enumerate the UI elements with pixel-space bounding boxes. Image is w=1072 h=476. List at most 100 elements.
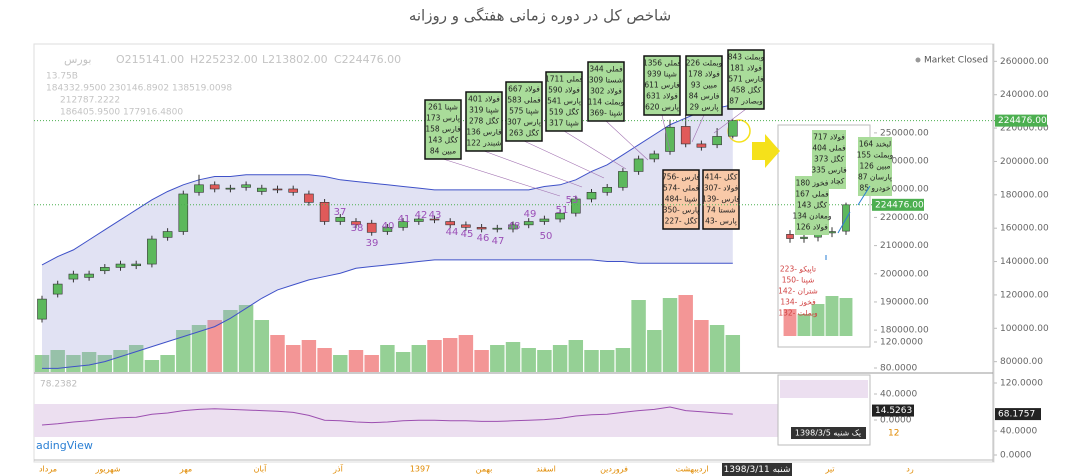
- rsi-tick-label: 40.0000: [1000, 427, 1037, 437]
- annotation-line: فولاد -307: [704, 184, 739, 193]
- volume-bar: [505, 342, 521, 372]
- x-tick-label: آذر: [332, 464, 343, 474]
- annotation-line: فولاد 302: [590, 87, 622, 96]
- annotation-line: شپنا 319: [469, 106, 499, 115]
- y-tick-label: 210000.00: [880, 241, 929, 251]
- connector: [691, 114, 705, 143]
- annotation-line: فولاد 126: [796, 223, 828, 232]
- y-tick-label: 100000.00: [1000, 324, 1049, 334]
- y-tick-label: 160000.00: [1000, 224, 1049, 234]
- candle-body: [461, 224, 471, 228]
- annotation-line: لبخند 164: [859, 140, 891, 149]
- bar-number: 53: [566, 195, 579, 206]
- y-tick-label: 240000.00: [1000, 90, 1049, 100]
- candle-body: [147, 238, 157, 265]
- candle-body: [712, 136, 722, 146]
- y-tick-label: 180000.00: [880, 326, 929, 336]
- annotation-line: ومعادن 134: [792, 212, 831, 221]
- volume-bar: [333, 355, 348, 372]
- annotation-line: فارس 136: [466, 128, 502, 137]
- candle-body: [828, 231, 836, 234]
- annotation-line: مبین 84: [430, 147, 456, 156]
- volume-bar: [128, 345, 144, 372]
- header-value: C224476.00: [334, 53, 401, 66]
- volume-bar: [584, 350, 599, 372]
- candle-body: [727, 120, 738, 137]
- volume-bar: [34, 355, 50, 372]
- x-tick-label: اردیبهشت: [676, 465, 709, 474]
- inset-count: 12: [888, 429, 899, 439]
- candle-body: [800, 236, 808, 239]
- annotation-line: فارس -756: [662, 173, 700, 182]
- annotation-line: فملی 583: [507, 96, 541, 105]
- candle-body: [445, 221, 456, 226]
- last-price-tag: [872, 198, 924, 211]
- candle-body: [319, 202, 330, 222]
- annotation-line: پارس 620: [645, 103, 679, 112]
- annotation-line: کچاد 232: [814, 177, 845, 186]
- annotation-line: شستا 309: [589, 76, 623, 85]
- annotation-line: کگل 458: [731, 86, 762, 95]
- inset-date: 1398/3/5 یک شنبه: [795, 429, 861, 438]
- volume-bar: [348, 350, 364, 372]
- candle-body: [665, 126, 675, 152]
- candle-body: [68, 273, 79, 280]
- candle-body: [429, 218, 440, 221]
- annotation-box: [662, 169, 700, 230]
- watermark: adingView: [36, 439, 93, 452]
- last-price-label: 224476.00: [875, 200, 924, 210]
- inset-date-box: [791, 427, 866, 439]
- status-dot: [915, 57, 921, 63]
- volume-bar: [411, 345, 427, 372]
- annotation-line: فملی -574: [663, 184, 699, 193]
- volume-bar: [458, 335, 474, 372]
- candle-body: [241, 184, 251, 188]
- annotation-line: مبین 126: [860, 162, 891, 171]
- annotation-box: [545, 71, 583, 132]
- annotation-box: [858, 137, 892, 196]
- date-highlight-box: [722, 463, 792, 476]
- bar-number: 37: [334, 207, 347, 218]
- volume-bar: [442, 338, 458, 372]
- annotation-line: کگل 278: [469, 117, 500, 126]
- volume-bar: [270, 335, 285, 372]
- indicator-info: 212787.2222: [60, 96, 120, 106]
- bar-number: 51: [556, 205, 569, 216]
- candle-body: [366, 222, 377, 233]
- annotation-line: کگل 519: [549, 108, 580, 117]
- annotation-line: مبین 93: [691, 81, 717, 90]
- candle-body: [586, 192, 597, 200]
- volume-bar: [678, 295, 693, 372]
- annotation-line: شستا 74: [706, 206, 735, 215]
- volume-bar: [395, 352, 411, 372]
- annotation-line: پارس -350: [663, 206, 700, 215]
- connector: [713, 108, 747, 134]
- candle-body: [100, 267, 110, 272]
- volume-bar: [811, 304, 825, 336]
- annotation-box: [795, 176, 829, 235]
- annotation-line: شتران -142: [778, 287, 818, 296]
- candle-body: [162, 231, 173, 238]
- annotation-line: پارس 307: [507, 118, 541, 127]
- annotation-box: [465, 91, 503, 152]
- y-tick-label: 250000.00: [880, 128, 929, 138]
- volume-bar: [223, 310, 238, 372]
- x-tick-label: مرداد: [39, 465, 57, 474]
- candle-body: [272, 188, 283, 191]
- bar-number: 39: [366, 238, 379, 249]
- band-line: [42, 259, 733, 369]
- volume-bar: [160, 355, 175, 372]
- candle-body: [115, 263, 126, 268]
- candle-body: [539, 218, 550, 222]
- annotation-line: فولاد 181: [730, 64, 762, 73]
- last-price-tag: [995, 114, 1047, 127]
- x-tick-label: بهمن: [476, 465, 493, 474]
- candle-body: [786, 234, 794, 239]
- header-value: بورس: [64, 53, 91, 66]
- y-tick-label: 200000.00: [1000, 157, 1049, 167]
- bar-number: 43: [429, 210, 442, 221]
- annotation-line: فملی 1711: [545, 75, 584, 84]
- candle-body: [492, 227, 503, 230]
- volume-bar: [783, 309, 797, 336]
- annotation-line: وبملت 155: [857, 151, 894, 160]
